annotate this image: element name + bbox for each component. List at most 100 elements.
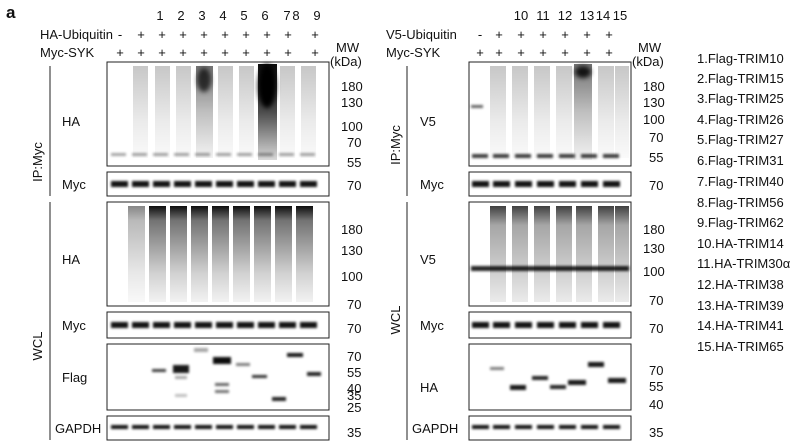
- band: [472, 181, 489, 187]
- treatment-mark: +: [561, 27, 569, 42]
- lane-number: 15: [613, 8, 627, 23]
- band: [153, 322, 170, 328]
- band: [174, 181, 191, 187]
- band: [537, 154, 553, 158]
- legend-item: 14.HA-TRIM41: [697, 318, 784, 333]
- band: [174, 153, 189, 156]
- smear-core: [575, 66, 591, 78]
- mw-marker: 180: [643, 222, 665, 237]
- treatment-mark: +: [221, 27, 229, 42]
- mw-marker: 35: [347, 425, 361, 440]
- right-mw-header-2: (kDa): [632, 54, 664, 69]
- treatment-mark: +: [221, 45, 229, 60]
- mw-marker: 70: [347, 178, 361, 193]
- band: [603, 322, 620, 328]
- band: [537, 425, 554, 429]
- smear: [133, 66, 148, 158]
- band: [300, 153, 315, 156]
- treatment-mark: +: [311, 45, 319, 60]
- band: [252, 375, 267, 378]
- treatment-mark: +: [605, 27, 613, 42]
- smear: [275, 206, 292, 302]
- smear: [176, 66, 191, 158]
- band: [215, 383, 229, 386]
- band: [279, 181, 296, 187]
- v5-wcl-smears: [471, 206, 629, 302]
- treatment-mark: +: [137, 27, 145, 42]
- band: [237, 181, 254, 187]
- treatment-mark: +: [311, 27, 319, 42]
- treatment-mark: -: [118, 27, 122, 42]
- band: [237, 153, 252, 156]
- mw-marker: 180: [341, 79, 363, 94]
- legend-item: 2.Flag-TRIM15: [697, 71, 784, 86]
- trim-legend: 1.Flag-TRIM10 2.Flag-TRIM15 3.Flag-TRIM2…: [697, 51, 791, 354]
- smear: [301, 66, 316, 158]
- treatment-mark: +: [158, 27, 166, 42]
- smear: [512, 206, 528, 302]
- lane-number: 5: [240, 8, 247, 23]
- legend-item: 12.HA-TRIM38: [697, 277, 784, 292]
- band: [300, 322, 317, 328]
- treatment-mark: +: [539, 27, 547, 42]
- mw-marker: 55: [347, 365, 361, 380]
- smear: [233, 206, 250, 302]
- treatment-mark: +: [137, 45, 145, 60]
- mw-marker: 100: [643, 112, 665, 127]
- lane-number: 14: [596, 8, 610, 23]
- lane-number: 1: [156, 8, 163, 23]
- mw-marker: 70: [347, 321, 361, 336]
- treatment-mark: +: [263, 27, 271, 42]
- smear: [280, 66, 295, 158]
- left-lane-numbers: 1 2 3 4 5 6 7 8 9: [156, 8, 320, 23]
- right-blots: [468, 61, 632, 441]
- treatment-mark: +: [242, 27, 250, 42]
- left-ip-label: IP:Myc: [30, 142, 45, 182]
- band: [581, 154, 597, 158]
- legend-item: 9.Flag-TRIM62: [697, 215, 784, 230]
- mw-marker: 100: [643, 264, 665, 279]
- legend-item: 15.HA-TRIM65: [697, 339, 784, 354]
- smear: [218, 66, 233, 158]
- band: [493, 322, 510, 328]
- legend-item: 1.Flag-TRIM10: [697, 51, 784, 66]
- smear: [598, 66, 614, 158]
- right-row2-marks: + + + + + + +: [476, 45, 613, 60]
- band: [300, 425, 317, 429]
- band: [111, 153, 126, 156]
- treatment-mark: +: [200, 27, 208, 42]
- band: [272, 397, 286, 401]
- legend-item: 3.Flag-TRIM25: [697, 91, 784, 106]
- left-blot-label-ha-wcl: HA: [62, 252, 80, 267]
- right-row2-label: Myc-SYK: [386, 45, 441, 60]
- band: [472, 425, 489, 429]
- band: [581, 322, 598, 328]
- band: [588, 362, 604, 367]
- band: [194, 348, 208, 352]
- band: [515, 154, 531, 158]
- left-row2-label: Myc-SYK: [40, 45, 95, 60]
- smear: [254, 206, 271, 302]
- left-blot-label-flag: Flag: [62, 370, 87, 385]
- treatment-mark: +: [583, 45, 591, 60]
- right-blot-label-myc-wcl: Myc: [420, 318, 444, 333]
- band: [195, 181, 212, 187]
- v5-ip-content: [471, 64, 629, 160]
- treatment-mark: +: [116, 45, 124, 60]
- right-wcl-label: WCL: [388, 306, 403, 335]
- treatment-mark: +: [179, 27, 187, 42]
- smear: [512, 66, 528, 158]
- right-mw-header-1: MW: [638, 40, 662, 55]
- legend-item: 8.Flag-TRIM56: [697, 195, 784, 210]
- band: [471, 105, 483, 108]
- band: [568, 380, 586, 385]
- legend-item: 5.Flag-TRIM27: [697, 132, 784, 147]
- smear: [149, 206, 166, 302]
- band: [493, 154, 509, 158]
- band: [236, 363, 250, 366]
- band: [279, 425, 296, 429]
- left-row2-marks: + + + + + + + + + +: [116, 45, 319, 60]
- treatment-mark: +: [561, 45, 569, 60]
- treatment-mark: +: [179, 45, 187, 60]
- left-mw-markers: 180 130 100 70 55 70 180 130 100 70 70 7…: [341, 79, 363, 440]
